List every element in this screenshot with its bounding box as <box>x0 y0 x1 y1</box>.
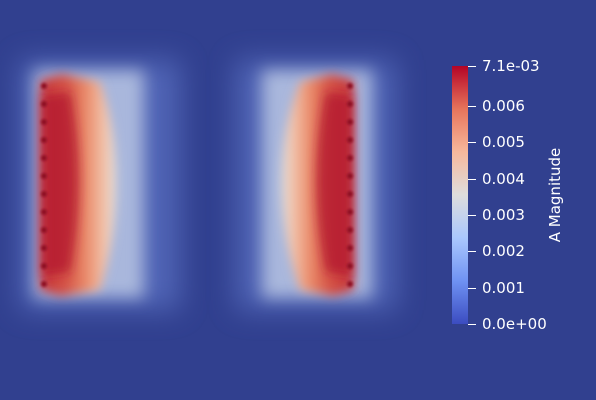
colorbar-tick <box>468 66 476 67</box>
colorbar-title: A Magnitude <box>546 147 564 243</box>
colorbar-tick <box>468 215 476 216</box>
colorbar-tick-label: 0.002 <box>482 242 525 260</box>
colorbar-tick-label: 0.004 <box>482 170 525 188</box>
right-coil-field <box>236 60 396 310</box>
colorbar-tick-label: 0.001 <box>482 279 525 297</box>
colorbar-tick-label: 7.1e-03 <box>482 57 540 75</box>
colorbar-tick <box>468 288 476 289</box>
colorbar-tick <box>468 251 476 252</box>
left-coil-field <box>20 60 180 310</box>
colorbar-tick <box>468 179 476 180</box>
colorbar-tick-label: 0.003 <box>482 206 525 224</box>
colorbar-tick-label: 0.005 <box>482 133 525 151</box>
colorbar-tick-label: 0.0e+00 <box>482 315 547 333</box>
colorbar-tick <box>468 106 476 107</box>
colorbar-tick <box>468 324 476 325</box>
right-coil-turns <box>347 83 353 287</box>
left-coil-turns <box>41 83 47 287</box>
colorbar-tick <box>468 142 476 143</box>
colorbar-tick-label: 0.006 <box>482 97 525 115</box>
colorbar-gradient <box>452 66 468 324</box>
